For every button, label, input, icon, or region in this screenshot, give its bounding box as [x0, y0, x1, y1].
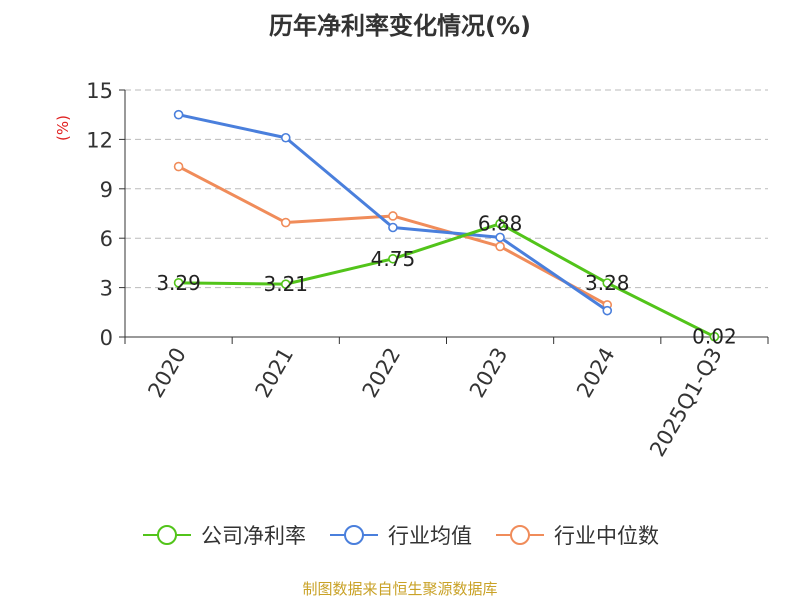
- data-point: [280, 217, 291, 228]
- legend-marker-icon: [330, 525, 378, 545]
- data-point: [602, 278, 613, 288]
- chart-title: 历年净利率变化情况(%): [269, 12, 531, 40]
- x-tick-label: 2024: [572, 344, 620, 402]
- x-tick-label: 2025Q1-Q3: [645, 344, 727, 461]
- y-tick-label: 6: [100, 227, 113, 251]
- x-tick-label: 2023: [465, 344, 513, 402]
- data-source-note: 制图数据来自恒生聚源数据库: [302, 580, 498, 598]
- y-tick-label: 15: [86, 79, 113, 103]
- y-axis-label: (%): [54, 115, 72, 141]
- y-tick-label: 3: [100, 277, 113, 301]
- data-point: [173, 109, 184, 120]
- data-point: [709, 331, 720, 342]
- y-tick-label: 12: [86, 128, 113, 152]
- data-label: 3.29: [156, 271, 201, 295]
- x-tick-label: 2022: [358, 344, 406, 402]
- x-tick-label: 2021: [251, 344, 299, 402]
- data-point: [495, 241, 505, 252]
- chart-legend: 公司净利率 行业均值 行业中位数: [0, 520, 800, 550]
- legend-label: 行业中位数: [554, 524, 659, 548]
- x-tick-label: 2020: [143, 344, 191, 402]
- y-tick-label: 9: [100, 178, 113, 202]
- legend-marker-icon: [143, 525, 191, 545]
- data-point: [388, 222, 398, 233]
- data-point: [495, 218, 505, 229]
- legend-marker-icon: [496, 525, 544, 545]
- data-point: [495, 232, 505, 243]
- legend-item-1[interactable]: 行业均值: [328, 520, 472, 550]
- data-label: 3.28: [585, 271, 630, 295]
- data-label: 3.21: [263, 272, 308, 296]
- data-point: [602, 305, 613, 316]
- data-point: [280, 132, 291, 143]
- data-point: [280, 279, 291, 289]
- data-point: [388, 211, 398, 221]
- data-point: [173, 161, 184, 172]
- data-label: 6.88: [478, 212, 523, 236]
- data-label: 0.02: [692, 325, 737, 349]
- legend-label: 行业均值: [388, 524, 472, 548]
- data-point: [173, 278, 184, 288]
- y-tick-label: 0: [100, 326, 113, 350]
- legend-item-2[interactable]: 行业中位数: [494, 520, 659, 550]
- legend-label: 公司净利率: [201, 524, 306, 548]
- data-label: 4.75: [371, 247, 416, 271]
- data-point: [388, 253, 398, 264]
- legend-item-0[interactable]: 公司净利率: [141, 520, 306, 550]
- series-line-0: [178, 222, 716, 339]
